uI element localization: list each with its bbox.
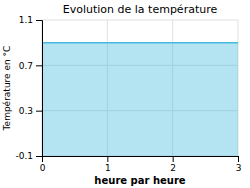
tick: 1 bbox=[105, 156, 111, 173]
marks bbox=[42, 43, 238, 156]
tick-label: 1.1 bbox=[19, 15, 33, 25]
grid bbox=[42, 20, 238, 156]
plot: 0 1 2 3 -0.1 0.3 0.7 1.1 bbox=[15, 15, 241, 173]
tick-mark bbox=[36, 156, 42, 157]
chart: 0 1 2 3 -0.1 0.3 0.7 1.1 Evolution de la tempéra… bbox=[0, 0, 250, 188]
tick-mark bbox=[36, 65, 42, 66]
y-axis: -0.1 0.3 0.7 1.1 bbox=[15, 15, 42, 161]
x-label: heure par heure bbox=[94, 175, 185, 186]
y-label: Température en °C bbox=[2, 46, 12, 132]
tick: 0.3 bbox=[19, 106, 42, 116]
tick: 0 bbox=[40, 156, 46, 173]
tick-label: -0.1 bbox=[15, 151, 33, 161]
grid-line bbox=[42, 20, 238, 21]
tick-mark bbox=[107, 156, 108, 162]
tick-label: 3 bbox=[236, 163, 242, 173]
tick-mark bbox=[36, 20, 42, 21]
axis-line bbox=[36, 21, 43, 157]
tick-label: 0.7 bbox=[19, 61, 33, 71]
title: Evolution de la température bbox=[63, 3, 218, 16]
tick: 3 bbox=[236, 156, 242, 173]
area bbox=[42, 43, 238, 156]
tick: 1.1 bbox=[19, 15, 42, 25]
tick-label: 2 bbox=[170, 163, 176, 173]
tick-mark bbox=[173, 156, 174, 162]
tick: 0.7 bbox=[19, 61, 42, 71]
tick-mark bbox=[238, 156, 239, 162]
tick-label: 1 bbox=[105, 163, 111, 173]
tick-label: 0.3 bbox=[19, 106, 33, 116]
tick-label: 0 bbox=[40, 163, 46, 173]
tick: -0.1 bbox=[15, 151, 42, 161]
axis-line bbox=[43, 157, 239, 163]
x-axis: 0 1 2 3 bbox=[40, 156, 242, 173]
tick-mark bbox=[36, 111, 42, 112]
line bbox=[42, 42, 238, 44]
tick: 2 bbox=[170, 156, 176, 173]
